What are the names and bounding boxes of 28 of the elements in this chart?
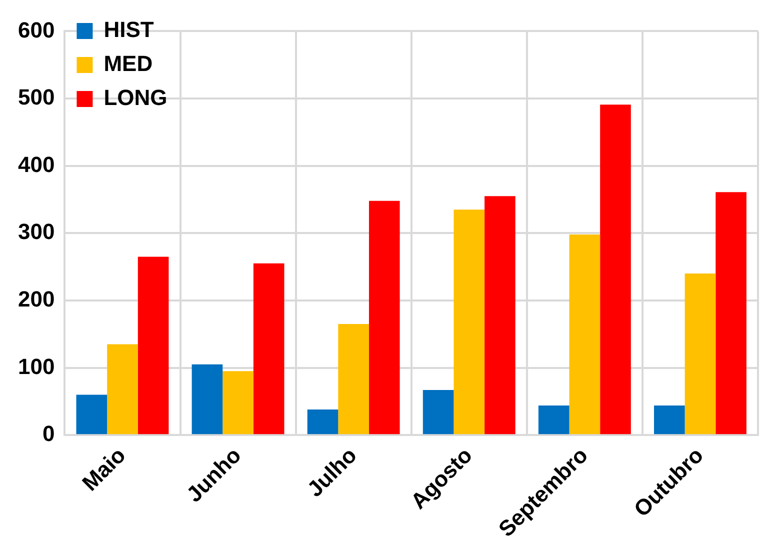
bar [192, 364, 223, 434]
bar [454, 210, 485, 434]
bar [76, 394, 108, 434]
y-tick-label: 400 [18, 152, 55, 177]
bar [307, 410, 338, 434]
bar [138, 256, 169, 434]
bar [569, 234, 600, 434]
bar [538, 405, 570, 434]
bar [222, 371, 254, 434]
bar [338, 324, 369, 434]
bar [654, 405, 685, 434]
legend-label: HIST [104, 17, 154, 42]
bar [253, 263, 284, 434]
y-tick-label: 0 [42, 421, 55, 446]
y-tick-label: 300 [18, 219, 55, 244]
y-tick-label: 200 [18, 286, 55, 312]
y-tick-label: 600 [18, 17, 55, 42]
y-tick-label: 100 [18, 354, 55, 379]
bar [684, 274, 716, 434]
bar [422, 390, 454, 434]
bar [484, 196, 516, 434]
legend-label: LONG [104, 85, 168, 110]
legend-label: MED [104, 51, 153, 76]
bar [107, 344, 138, 434]
bar [716, 192, 746, 434]
bar [600, 104, 631, 434]
y-tick-label: 500 [18, 84, 55, 110]
bar [368, 200, 400, 434]
